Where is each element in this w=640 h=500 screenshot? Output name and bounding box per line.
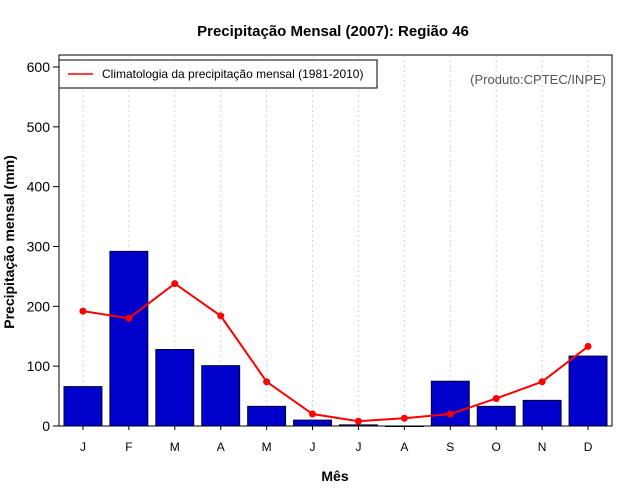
bar-series [63,250,608,428]
plot-frame [58,54,613,427]
bar [109,250,149,427]
product-credit: (Produto:CPTEC/INPE) [470,72,606,87]
climatology-point [217,312,225,320]
climatology-point [125,314,133,322]
climatology-series [79,280,592,425]
x-tick-label: F [125,440,132,454]
bar [522,399,562,427]
climatology-point [171,280,179,288]
x-tick-label: N [538,440,547,454]
x-tick-label: A [217,440,225,454]
x-tick-label: J [355,440,361,454]
y-tick-label: 500 [27,119,51,135]
x-tick-label: S [446,440,454,454]
climatology-point [492,394,500,402]
climatology-point [354,417,362,425]
y-tick-label: 600 [27,59,51,75]
legend: Climatologia da precipitação mensal (198… [58,59,378,89]
y-tick-label: 400 [27,179,51,195]
climatology-line [82,282,589,423]
climatology-point [400,414,408,422]
y-axis: 0 100 200 300 400 500 600 [27,59,59,434]
climatology-point [446,410,454,418]
y-tick-label: 100 [27,358,51,374]
x-axis-title: Mês [321,468,348,484]
climatology-point [263,378,271,386]
climatology-point [538,378,546,386]
y-tick-label: 0 [42,418,50,434]
climatology-point [584,342,592,350]
legend-box [58,59,378,89]
bar [247,405,287,427]
y-tick-label: 200 [27,298,51,314]
bar [155,349,195,427]
legend-label: Climatologia da precipitação mensal (198… [102,67,363,81]
y-axis-title: Precipitação mensal (mm) [1,155,17,329]
bar [476,405,516,427]
x-tick-label: M [170,440,180,454]
x-tick-label: J [80,440,86,454]
chart-title: Precipitação Mensal (2007): Região 46 [197,23,469,40]
bar [63,386,103,427]
x-tick-label: A [400,440,408,454]
x-tick-label: J [310,440,316,454]
bar [293,419,332,427]
climatology-point [309,410,317,418]
bar [568,355,608,427]
x-tick-label: O [492,440,501,454]
bar [430,380,470,427]
x-tick-label: M [262,440,272,454]
x-tick-label: D [584,440,593,454]
climatology-point [79,307,87,315]
bar [201,365,241,427]
y-tick-label: 300 [27,238,51,254]
grid-lines [82,55,589,426]
